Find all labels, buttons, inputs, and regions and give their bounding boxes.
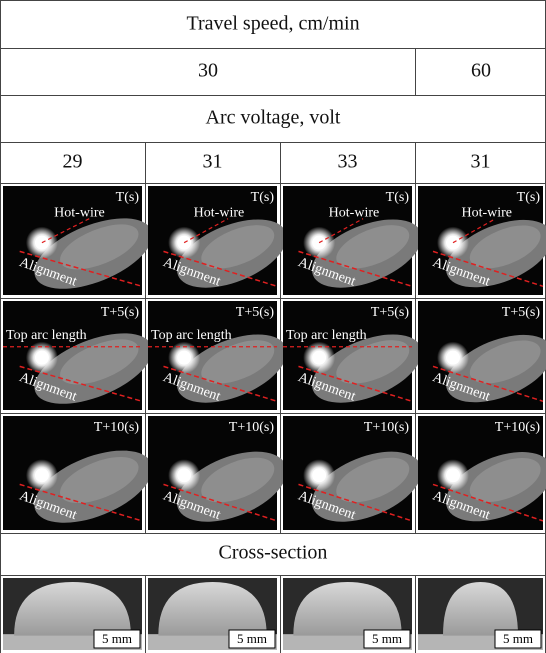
workpiece-shade <box>336 340 410 384</box>
time-label: T+10(s) <box>364 420 410 435</box>
alignment-line <box>163 250 278 287</box>
arc-length-label: Top arc length <box>151 328 232 343</box>
alignment-line <box>432 250 544 287</box>
workpiece-shade <box>201 225 275 269</box>
speed: 60 <box>471 60 491 82</box>
time-label: T+10(s) <box>495 420 541 435</box>
voltage: 31 <box>471 151 491 173</box>
workpiece-shade <box>201 340 275 384</box>
arc <box>34 350 49 365</box>
scale-label: 5 mm <box>503 631 533 646</box>
scale-label: 5 mm <box>237 631 267 646</box>
arc <box>177 468 192 483</box>
voltage-header: Arc voltage, volt <box>206 107 341 129</box>
hot-wire-label: Hot-wire <box>461 205 512 220</box>
alignment-line <box>298 250 413 287</box>
scale-box <box>494 629 542 649</box>
alignment-line <box>19 250 143 288</box>
workpiece-shade <box>336 225 410 269</box>
alignment-line <box>432 483 544 522</box>
time-label: T+5(s) <box>236 305 275 320</box>
time-label: T(s) <box>251 190 275 205</box>
arc-length-label: Top arc length <box>286 328 367 343</box>
arc <box>34 468 49 483</box>
voltage: 31 <box>203 151 223 173</box>
workpiece-shade <box>336 457 410 503</box>
workpiece-shade <box>469 225 541 269</box>
arc <box>312 350 327 365</box>
weld-bead <box>293 582 402 636</box>
workpiece-shade <box>60 456 139 503</box>
hot-wire-label: Hot-wire <box>194 205 245 220</box>
time-label: T(s) <box>517 190 541 205</box>
speed: 30 <box>198 60 218 82</box>
time-label: T+5(s) <box>502 305 541 320</box>
scale-box <box>228 629 276 649</box>
weld-bead <box>443 582 518 636</box>
workpiece-shade <box>469 340 541 384</box>
weld-bead <box>14 582 131 636</box>
workpiece-shade <box>60 339 139 385</box>
alignment-line <box>19 483 143 522</box>
workpiece-shade <box>60 224 139 270</box>
voltage: 29 <box>63 151 83 173</box>
hot-wire-label: Hot-wire <box>54 205 105 220</box>
hot-wire-label: Hot-wire <box>329 205 380 220</box>
workpiece-shade <box>469 457 541 502</box>
time-label: T(s) <box>116 190 140 205</box>
time-label: T+10(s) <box>94 420 140 435</box>
hot-wire-line <box>183 218 229 244</box>
voltage: 33 <box>338 151 358 173</box>
scale-box <box>93 629 141 649</box>
alignment-line <box>19 365 143 403</box>
alignment-line <box>432 365 544 402</box>
time-label: T+10(s) <box>229 420 275 435</box>
alignment-line <box>163 365 278 402</box>
arc <box>446 350 460 365</box>
header: Travel speed, cm/min <box>186 13 359 35</box>
time-label: T(s) <box>386 190 410 205</box>
alignment-line <box>163 483 278 522</box>
hot-wire-line <box>41 218 90 244</box>
alignment-line <box>298 365 413 402</box>
arc <box>177 350 192 365</box>
scale-label: 5 mm <box>102 631 132 646</box>
alignment-line <box>298 483 413 522</box>
hot-wire-line <box>452 218 496 244</box>
weld-bead <box>158 582 267 636</box>
cross-section-header: Cross-section <box>219 542 328 564</box>
arc-length-label: Top arc length <box>6 328 87 343</box>
time-label: T+5(s) <box>371 305 410 320</box>
scale-label: 5 mm <box>372 631 402 646</box>
workpiece-shade <box>201 457 275 503</box>
arc <box>446 468 460 483</box>
time-label: T+5(s) <box>101 305 140 320</box>
arc <box>312 468 327 483</box>
scale-box <box>363 629 411 649</box>
hot-wire-line <box>318 218 364 244</box>
